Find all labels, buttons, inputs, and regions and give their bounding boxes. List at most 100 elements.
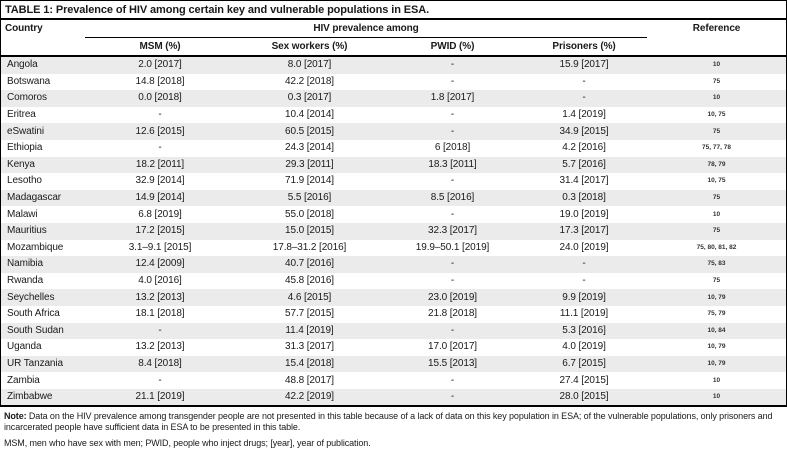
reference-cell: 75 <box>712 227 721 235</box>
table-row: Uganda 13.2 [2013] 31.3 [2017] 17.0 [2017] 4… <box>1 339 787 356</box>
sex-workers-cell: 5.5 [2016] <box>287 192 332 204</box>
prisoners-cell: - <box>582 275 586 287</box>
table-row: South Africa 18.1 [2018] 57.7 [2015] 21.8 [… <box>1 305 787 323</box>
pwid-cell: - <box>450 59 455 71</box>
sex-workers-cell: 55.0 [2018] <box>285 208 334 220</box>
prisoners-cell: 27.4 [2015] <box>559 374 609 386</box>
prisoners-cell: - <box>582 92 586 104</box>
reference-cell: 10 <box>712 94 721 102</box>
msm-cell: 0.0 [2018] <box>138 92 182 104</box>
msm-cell: 4.0 [2016] <box>138 275 182 287</box>
pwid-cell: - <box>450 125 455 137</box>
sex-workers-cell: 60.5 [2015] <box>285 125 334 137</box>
pwid-cell: 19.9–50.1 [2019] <box>415 241 490 253</box>
table-row: Mozambique 3.1–9.1 [2015] 17.8–31.2 [2016]… <box>1 239 787 257</box>
country-cell: South Sudan <box>7 324 64 336</box>
msm-cell: 12.6 [2015] <box>135 125 185 137</box>
table-row: Ethiopia - 24.3 [2014] 6 [2018] 4.2 [2016] 75… <box>1 139 787 157</box>
reference-cell: 10 <box>712 61 721 69</box>
reference-cell: 75, 79 <box>707 310 726 318</box>
column-header-msm: MSM (%) <box>85 37 235 57</box>
pwid-cell: - <box>450 109 455 121</box>
country-cell: Zimbabwe <box>7 391 53 403</box>
pwid-cell: - <box>450 275 455 287</box>
prisoners-cell: 4.0 [2019] <box>562 341 606 353</box>
reference-cell: 10, 75 <box>707 111 726 119</box>
column-header-prisoners: Prisoners (%) <box>521 37 648 57</box>
country-cell: UR Tanzania <box>7 357 63 369</box>
prisoners-cell: - <box>582 258 586 270</box>
msm-cell: - <box>158 142 162 154</box>
prisoners-cell: 15.9 [2017] <box>559 59 609 71</box>
reference-cell: 10, 79 <box>707 343 726 351</box>
table-row: Rwanda 4.0 [2016] 45.8 [2016] - - 75 <box>1 272 787 290</box>
sex-workers-cell: 45.8 [2016] <box>285 275 334 287</box>
sex-workers-cell: 17.8–31.2 [2016] <box>272 241 347 253</box>
msm-cell: 12.4 [2009] <box>135 258 185 270</box>
sex-workers-cell: 15.0 [2015] <box>285 225 334 237</box>
prisoners-cell: 5.7 [2016] <box>562 158 606 170</box>
reference-cell: 10 <box>712 210 721 218</box>
reference-cell: 75 <box>712 277 721 285</box>
msm-cell: - <box>158 324 162 336</box>
prisoners-cell: - <box>582 75 586 87</box>
reference-cell: 75, 83 <box>707 260 726 268</box>
table-row: Comoros 0.0 [2018] 0.3 [2017] 1.8 [2017] - 10 <box>1 90 787 107</box>
note-abbreviations: MSM, men who have sex with men; PWID, pe… <box>4 438 371 449</box>
prisoners-cell: 6.7 [2015] <box>562 357 606 369</box>
prisoners-cell: 34.9 [2015] <box>559 125 609 137</box>
sex-workers-cell: 31.3 [2017] <box>285 341 334 353</box>
note-label: Note: <box>4 411 27 422</box>
prisoners-cell: 9.9 [2019] <box>562 291 606 303</box>
table-frame: TABLE 1: Prevalence of HIV among certain… <box>0 0 787 408</box>
prisoners-cell: 24.0 [2019] <box>559 241 609 253</box>
prisoners-cell: 1.4 [2019] <box>562 109 606 121</box>
msm-cell: 14.9 [2014] <box>135 192 185 204</box>
column-header-reference: Reference <box>647 20 787 57</box>
pwid-cell: - <box>450 75 455 87</box>
table-row: Kenya 18.2 [2011] 29.3 [2011] 18.3 [2011] 5.… <box>1 156 787 174</box>
sex-workers-cell: 10.4 [2014] <box>285 109 334 121</box>
prisoners-cell: 4.2 [2016] <box>562 142 606 154</box>
table-row: South Sudan - 11.4 [2019] - 5.3 [2016] 10, 84 <box>1 322 787 340</box>
prisoners-cell: 28.0 [2015] <box>559 391 609 403</box>
pwid-cell: 15.5 [2013] <box>428 357 477 369</box>
column-header-sex-workers: Sex workers (%) <box>235 37 384 57</box>
sex-workers-cell: 11.4 [2019] <box>285 324 334 336</box>
country-cell: Namibia <box>7 258 43 270</box>
sex-workers-cell: 42.2 [2018] <box>285 75 334 87</box>
sex-workers-cell: 4.6 [2015] <box>287 291 332 303</box>
table-row: Namibia 12.4 [2009] 40.7 [2016] - - 75, 83 <box>1 256 787 273</box>
table-row: eSwatini 12.6 [2015] 60.5 [2015] - 34.9 [201… <box>1 123 787 140</box>
country-cell: Malawi <box>7 208 38 220</box>
table-row: UR Tanzania 8.4 [2018] 15.4 [2018] 15.5 [20… <box>1 355 787 373</box>
country-cell: eSwatini <box>7 125 44 137</box>
table-row: Zimbabwe 21.1 [2019] 42.2 [2019] - 28.0 [201… <box>1 388 787 406</box>
msm-cell: 8.4 [2018] <box>138 357 182 369</box>
table-row: Lesotho 32.9 [2014] 71.9 [2014] - 31.4 [2017… <box>1 173 787 190</box>
table-row: Mauritius 17.2 [2015] 15.0 [2015] 32.3 [201… <box>1 222 787 240</box>
pwid-cell: - <box>450 175 455 187</box>
country-cell: Rwanda <box>7 275 44 287</box>
country-cell: Lesotho <box>7 175 42 187</box>
country-cell: Kenya <box>7 158 35 170</box>
pwid-cell: 1.8 [2017] <box>430 92 475 104</box>
msm-cell: 3.1–9.1 [2015] <box>128 241 192 253</box>
table-row: Eritrea - 10.4 [2014] - 1.4 [2019] 10, 75 <box>1 106 787 124</box>
table-row: Malawi 6.8 [2019] 55.0 [2018] - 19.0 [2019] 1… <box>1 206 787 223</box>
sex-workers-cell: 48.8 [2017] <box>285 374 334 386</box>
sex-workers-cell: 40.7 [2016] <box>285 258 334 270</box>
reference-cell: 10, 79 <box>707 359 726 367</box>
pwid-cell: - <box>450 374 455 386</box>
country-cell: South Africa <box>7 308 60 320</box>
prisoners-cell: 0.3 [2018] <box>562 192 606 204</box>
hiv-prevalence-table: Country HIV prevalence among Reference M… <box>1 20 787 406</box>
prisoners-cell: 31.4 [2017] <box>559 175 609 187</box>
reference-cell: 75, 77, 78 <box>702 144 731 152</box>
reference-cell: 10, 75 <box>707 177 726 185</box>
table-row: Zambia - 48.8 [2017] - 27.4 [2015] 10 <box>1 372 787 389</box>
reference-cell: 10 <box>712 376 721 384</box>
table-body: Angola 2.0 [2017] 8.0 [2017] - 15.9 [2017] 10… <box>1 56 787 406</box>
table-row: Seychelles 13.2 [2013] 4.6 [2015] 23.0 [201… <box>1 289 787 306</box>
sex-workers-cell: 0.3 [2017] <box>287 92 332 104</box>
